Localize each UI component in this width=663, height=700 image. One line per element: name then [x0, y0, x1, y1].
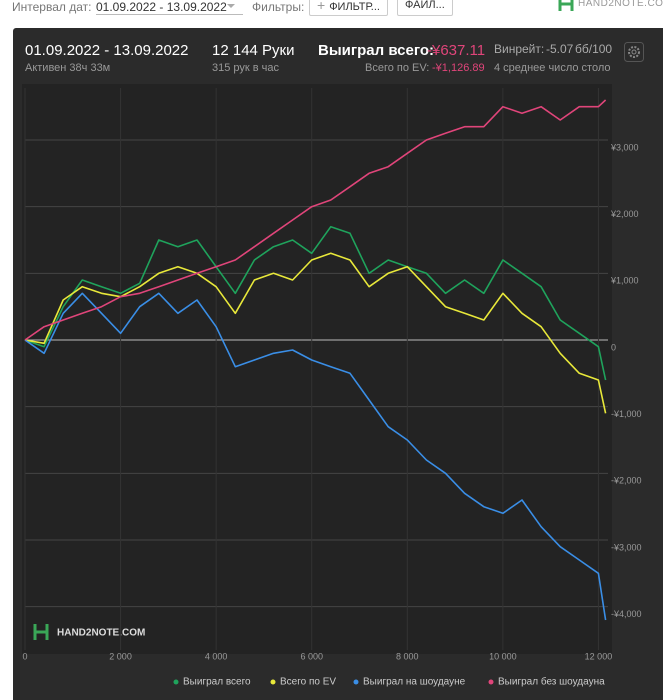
y-tick-label: -¥2,000 — [611, 476, 642, 486]
legend-label: Всего по EV — [280, 677, 336, 688]
y-tick-label: -¥1,000 — [611, 409, 642, 419]
legend-marker — [270, 679, 276, 685]
watermark-icon — [33, 624, 49, 640]
x-tick-label: 6 000 — [300, 651, 323, 661]
filter-button-label: ФИЛЬТР... — [329, 1, 380, 13]
x-tick-label: 12 000 — [585, 651, 613, 661]
date-picker[interactable]: 01.09.2022 - 13.09.2022 — [96, 0, 243, 15]
ev-label: Всего по EV: — [365, 62, 430, 74]
tables: 4 среднее число столо — [494, 62, 611, 74]
series-line — [24, 225, 607, 381]
won-value: -¥637.11 — [427, 42, 486, 59]
series-line — [24, 252, 607, 414]
filter-button[interactable]: + ФИЛЬТР... — [309, 0, 388, 16]
won-label: Выиграл всего: — [318, 42, 435, 59]
y-tick-label: 0 — [611, 342, 616, 352]
plot-background — [22, 84, 612, 654]
y-tick-label: -¥4,000 — [611, 609, 642, 619]
series-line — [24, 99, 607, 341]
x-tick-label: 2 000 — [109, 651, 132, 661]
watermark: HAND2NOTE.COM — [57, 628, 145, 639]
winrate-value: -5.07 — [546, 42, 574, 56]
x-tick-label: 8 000 — [396, 651, 419, 661]
y-tick-label: -¥3,000 — [611, 542, 642, 552]
y-tick-label: ¥3,000 — [610, 142, 639, 152]
y-tick-label: ¥2,000 — [610, 209, 639, 219]
period: 01.09.2022 - 13.09.2022 — [25, 42, 189, 59]
ev-value: -¥1,126.89 — [432, 62, 485, 74]
legend-label: Выиграл всего — [183, 677, 251, 688]
hands-per-hour: 315 рук в час — [212, 62, 280, 74]
dropdown-arrow — [227, 4, 235, 8]
logo-icon — [558, 0, 574, 11]
legend-marker — [173, 679, 179, 685]
hands: 12 144 Руки — [212, 42, 295, 59]
legend-label: Выиграл на шоудауне — [363, 677, 466, 688]
legend-marker — [353, 679, 359, 685]
active-time: Активен 38ч 33м — [25, 62, 111, 74]
x-tick-label: 4 000 — [205, 651, 228, 661]
x-tick-label: 10 000 — [489, 651, 517, 661]
winrate-unit: бб/100 — [575, 42, 613, 56]
file-button[interactable]: ФАЙЛ... — [397, 0, 453, 16]
series-line — [24, 292, 607, 621]
logo-text: HAND2NOTE.COM — [578, 0, 663, 9]
winrate-label: Винрейт: — [494, 42, 545, 56]
settings-button[interactable] — [624, 42, 644, 62]
plus-icon: + — [317, 0, 326, 13]
legend-label: Выиграл без шоудауна — [498, 676, 605, 688]
filters-label: Фильтры: — [252, 0, 305, 14]
date-label: Интервал дат: — [12, 0, 92, 14]
y-tick-label: ¥1,000 — [610, 276, 639, 286]
x-tick-label: 0 — [22, 651, 27, 661]
legend-marker — [488, 679, 494, 685]
